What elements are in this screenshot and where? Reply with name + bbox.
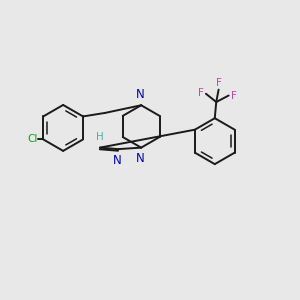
- Text: N: N: [136, 152, 145, 165]
- Text: H: H: [96, 132, 104, 142]
- Text: F: F: [216, 79, 221, 88]
- Text: F: F: [231, 91, 237, 100]
- Text: Cl: Cl: [27, 134, 38, 144]
- Text: N: N: [136, 88, 145, 100]
- Text: N: N: [113, 154, 122, 167]
- Text: F: F: [198, 88, 204, 98]
